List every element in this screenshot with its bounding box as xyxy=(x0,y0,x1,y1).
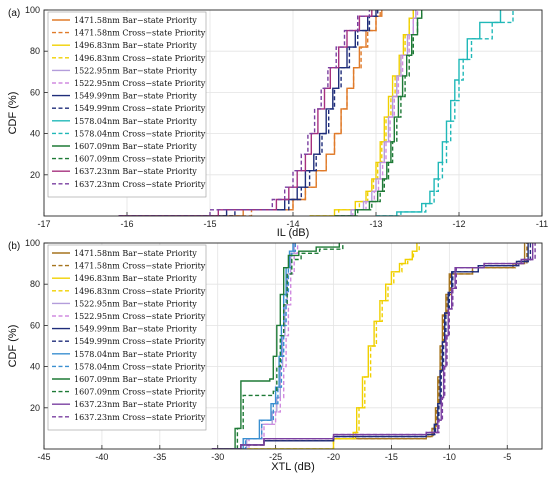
y-axis-label: CDF (%) xyxy=(7,92,19,135)
x-tick-label: -17 xyxy=(37,219,50,229)
y-tick-label: 20 xyxy=(30,170,40,180)
legend-box xyxy=(47,244,207,431)
x-tick-label: -11 xyxy=(536,219,548,229)
legend-entry: 1607.09nm Bar−state Priority xyxy=(74,142,197,151)
legend-entry: 1549.99nm Bar−state Priority xyxy=(74,92,197,101)
x-tick-label: -20 xyxy=(327,452,340,462)
y-tick-label: 60 xyxy=(30,320,40,330)
x-axis-label: IL (dB) xyxy=(277,227,310,239)
legend-entry: 1607.09nm Cross−state Priority xyxy=(74,155,206,164)
series-line-11 xyxy=(217,243,344,449)
series-line-5 xyxy=(217,243,299,449)
x-axis-label: XTL (dB) xyxy=(271,461,315,473)
x-tick-label: -13 xyxy=(369,219,382,229)
legend: 1471.58nm Bar−state Priority 1471.58nm Cr… xyxy=(47,244,207,431)
legend-entry: 1637.23nm Cross−state Priority xyxy=(74,413,206,422)
x-tick-label: -30 xyxy=(211,452,224,462)
legend-entry: 1637.23nm Cross−state Priority xyxy=(74,180,206,189)
panel-label: (b) xyxy=(8,241,20,252)
series-line-13 xyxy=(118,10,371,216)
series-line-11 xyxy=(334,10,423,216)
y-tick-label: 40 xyxy=(30,362,40,372)
legend-entry: 1607.09nm Bar−state Priority xyxy=(74,375,197,384)
series-line-3 xyxy=(240,243,420,449)
series-line-7 xyxy=(118,10,379,216)
legend: 1471.58nm Bar−state Priority 1471.58nm Cr… xyxy=(47,11,207,198)
y-axis-label: CDF (%) xyxy=(7,325,19,368)
series-line-10 xyxy=(217,243,340,449)
x-tick-label: -16 xyxy=(120,219,133,229)
y-tick-label: 20 xyxy=(30,403,40,413)
series-line-13 xyxy=(211,243,536,449)
x-tick-label: -35 xyxy=(153,452,166,462)
series-line-5 xyxy=(338,10,419,216)
legend-entry: 1578.04nm Cross−state Priority xyxy=(74,129,206,138)
legend-entry: 1522.95nm Cross−state Priority xyxy=(74,312,206,321)
legend-entry: 1578.04nm Cross−state Priority xyxy=(74,362,206,371)
legend-entry: 1607.09nm Cross−state Priority xyxy=(74,388,206,397)
legend-entry: 1522.95nm Bar−state Priority xyxy=(74,66,197,75)
series-line-7 xyxy=(211,243,532,449)
plot-frame xyxy=(43,9,543,217)
legend-entry: 1637.23nm Bar−state Priority xyxy=(74,400,197,409)
legend-entry: 1549.99nm Cross−state Priority xyxy=(74,337,206,346)
panel-label: (a) xyxy=(8,8,20,19)
legend-entry: 1471.58nm Bar−state Priority xyxy=(74,249,197,258)
series-group xyxy=(211,243,536,449)
series-line-12 xyxy=(211,243,534,449)
y-tick-label: 100 xyxy=(25,238,40,248)
x-tick-label: -40 xyxy=(95,452,108,462)
x-tick-label: -12 xyxy=(452,219,465,229)
x-tick-label: -5 xyxy=(503,452,511,462)
y-tick-label: 80 xyxy=(30,46,40,56)
plot-frame xyxy=(43,242,543,450)
x-tick-label: -14 xyxy=(286,219,299,229)
legend-entry: 1578.04nm Bar−state Priority xyxy=(74,117,197,126)
y-tick-label: 40 xyxy=(30,129,40,139)
legend-box xyxy=(47,11,207,198)
y-tick-label: 60 xyxy=(30,87,40,97)
chart-panel-a: -17 -16 -15 -14 -13 -12 -11 20 40 60 80 100 IL (dB) C… xyxy=(7,5,548,239)
legend-entry: 1496.83nm Bar−state Priority xyxy=(74,41,197,50)
legend-entry: 1496.83nm Cross−state Priority xyxy=(74,287,206,296)
legend-entry: 1549.99nm Cross−state Priority xyxy=(74,104,206,113)
x-tick-label: -15 xyxy=(385,452,398,462)
legend-entry: 1471.58nm Cross−state Priority xyxy=(74,29,206,38)
x-tick-label: -25 xyxy=(269,452,282,462)
x-tick-label: -45 xyxy=(37,452,50,462)
legend-entry: 1471.58nm Cross−state Priority xyxy=(74,262,206,271)
legend-entry: 1522.95nm Bar−state Priority xyxy=(74,299,197,308)
series-group xyxy=(118,10,514,216)
legend-entry: 1522.95nm Cross−state Priority xyxy=(74,79,206,88)
chart-panel-b: -45 -40 -35 -30 -25 -20 -15 -10 -5 20 40 60 80 100 XTL… xyxy=(7,238,543,473)
x-tick-label: -15 xyxy=(203,219,216,229)
legend-entry: 1637.23nm Bar−state Priority xyxy=(74,167,197,176)
series-line-9 xyxy=(217,243,296,449)
legend-entry: 1496.83nm Cross−state Priority xyxy=(74,54,206,63)
y-tick-label: 100 xyxy=(25,5,40,15)
legend-entry: 1549.99nm Bar−state Priority xyxy=(74,325,197,334)
x-tick-label: -10 xyxy=(443,452,456,462)
legend-entry: 1578.04nm Bar−state Priority xyxy=(74,350,197,359)
legend-entry: 1471.58nm Bar−state Priority xyxy=(74,16,197,25)
legend-entry: 1496.83nm Bar−state Priority xyxy=(74,274,197,283)
y-tick-label: 80 xyxy=(30,279,40,289)
